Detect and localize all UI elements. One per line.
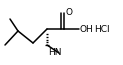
Text: O: O — [66, 7, 73, 17]
Text: OH: OH — [80, 25, 94, 33]
Text: HN: HN — [48, 48, 62, 57]
Text: HCl: HCl — [94, 25, 110, 33]
